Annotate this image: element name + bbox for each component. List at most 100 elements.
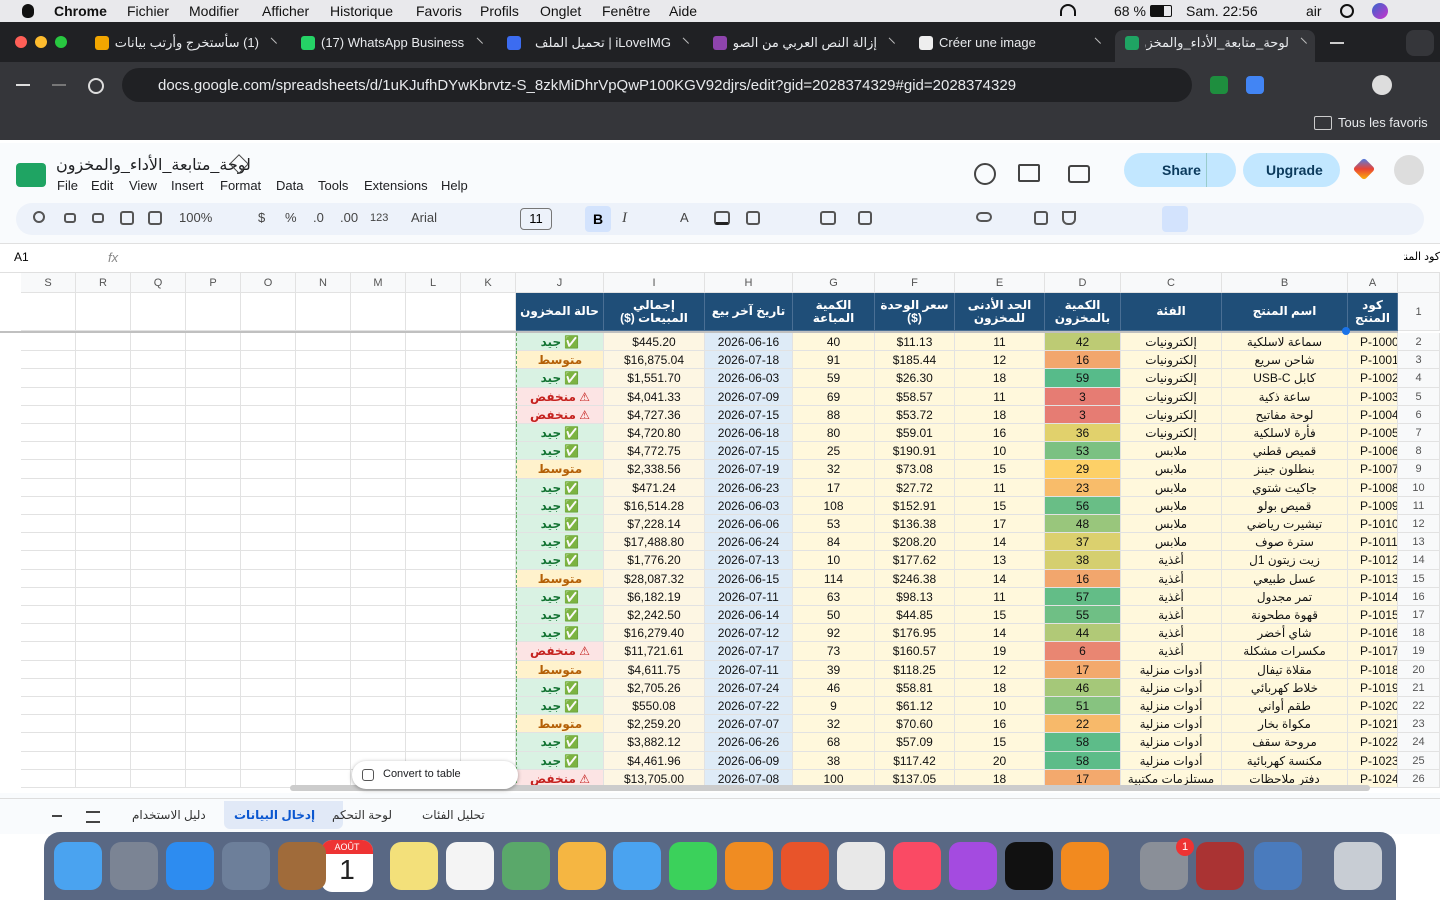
formula-content[interactable]: كود المنتج <box>1404 251 1440 263</box>
cell[interactable]: 20 <box>955 751 1045 770</box>
tab-close[interactable] <box>882 37 896 50</box>
empty-cell[interactable] <box>131 606 186 625</box>
empty-cell[interactable] <box>131 678 186 697</box>
dock-app[interactable] <box>781 842 829 890</box>
empty-cell[interactable] <box>241 442 296 461</box>
format-percent[interactable]: % <box>285 210 297 225</box>
sheet-tab[interactable]: إدخال البيانات <box>224 801 344 829</box>
sheet-tab[interactable]: لوحة التحكم <box>322 801 420 829</box>
empty-cell[interactable] <box>186 442 241 461</box>
empty-cell[interactable] <box>76 642 131 661</box>
cell[interactable]: أدوات منزلية <box>1121 660 1222 679</box>
cell[interactable]: 32 <box>793 460 875 479</box>
cell[interactable]: 59 <box>793 369 875 388</box>
empty-cell[interactable] <box>406 587 461 606</box>
browser-tab[interactable]: (17) WhatsApp Business <box>291 30 491 62</box>
row-header[interactable]: 24 <box>1398 733 1440 752</box>
cell[interactable]: 58 <box>1045 733 1121 752</box>
dock-app[interactable] <box>1061 842 1109 890</box>
empty-cell[interactable] <box>186 678 241 697</box>
empty-cell[interactable] <box>186 515 241 534</box>
column-header[interactable]: D <box>1045 273 1121 293</box>
cell[interactable]: ملابس <box>1121 478 1222 497</box>
cell[interactable]: $70.60 <box>875 715 955 734</box>
cell[interactable]: ✅ جيد <box>516 442 604 461</box>
empty-cell[interactable] <box>241 496 296 515</box>
cell[interactable]: إلكترونيات <box>1121 387 1222 406</box>
empty-cell[interactable] <box>406 460 461 479</box>
dock-app[interactable] <box>1254 842 1302 890</box>
cell[interactable]: لوحة مفاتيح <box>1222 405 1348 424</box>
doc-menu-item[interactable]: View <box>129 178 157 193</box>
cell[interactable]: 18 <box>955 369 1045 388</box>
back-button[interactable] <box>16 84 30 86</box>
empty-cell[interactable] <box>296 569 351 588</box>
empty-cell[interactable] <box>406 569 461 588</box>
empty-cell[interactable] <box>296 496 351 515</box>
empty-cell[interactable] <box>296 515 351 534</box>
cell[interactable]: ✅ جيد <box>516 369 604 388</box>
menu-item[interactable]: Fichier <box>127 3 170 19</box>
cell[interactable]: أدوات منزلية <box>1121 751 1222 770</box>
empty-cell[interactable] <box>296 678 351 697</box>
empty-cell[interactable] <box>296 442 351 461</box>
cell[interactable] <box>351 293 406 331</box>
cell[interactable]: بنطلون جينز <box>1222 460 1348 479</box>
cell[interactable]: $4,041.33 <box>604 387 705 406</box>
cell[interactable]: أغذية <box>1121 624 1222 643</box>
cell[interactable]: ✅ جيد <box>516 333 604 352</box>
cell[interactable]: أغذية <box>1121 569 1222 588</box>
cell[interactable]: P-1021 <box>1348 715 1398 734</box>
empty-cell[interactable] <box>21 606 76 625</box>
cell[interactable]: $58.57 <box>875 387 955 406</box>
cell[interactable]: $118.25 <box>875 660 955 679</box>
empty-cell[interactable] <box>21 351 76 370</box>
column-header[interactable]: B <box>1222 273 1348 293</box>
empty-cell[interactable] <box>131 496 186 515</box>
align-icon[interactable] <box>820 211 836 225</box>
cell[interactable]: 17 <box>1045 660 1121 679</box>
empty-cell[interactable] <box>241 460 296 479</box>
cell[interactable]: 14 <box>955 569 1045 588</box>
empty-cell[interactable] <box>351 715 406 734</box>
doc-menu-item[interactable]: File <box>57 178 78 193</box>
empty-cell[interactable] <box>351 496 406 515</box>
empty-cell[interactable] <box>461 387 516 406</box>
empty-cell[interactable] <box>186 405 241 424</box>
column-header[interactable]: I <box>604 273 705 293</box>
cell[interactable]: $1,551.70 <box>604 369 705 388</box>
empty-cell[interactable] <box>351 733 406 752</box>
row-header[interactable]: 4 <box>1398 369 1440 388</box>
row-header[interactable]: 22 <box>1398 697 1440 716</box>
empty-cell[interactable] <box>76 660 131 679</box>
empty-cell[interactable] <box>131 569 186 588</box>
empty-cell[interactable] <box>21 642 76 661</box>
cell[interactable]: ملابس <box>1121 442 1222 461</box>
cell[interactable]: 50 <box>793 606 875 625</box>
doc-menu-item[interactable]: Extensions <box>364 178 428 193</box>
dock-app[interactable] <box>222 842 270 890</box>
cell[interactable]: 19 <box>955 642 1045 661</box>
empty-cell[interactable] <box>131 733 186 752</box>
cell[interactable] <box>186 293 241 331</box>
empty-cell[interactable] <box>131 697 186 716</box>
search-menus-icon[interactable] <box>33 211 45 223</box>
row-header[interactable]: 6 <box>1398 405 1440 424</box>
cell[interactable]: 40 <box>793 333 875 352</box>
cell[interactable]: P-1012 <box>1348 551 1398 570</box>
column-header[interactable]: N <box>296 273 351 293</box>
cell[interactable]: ✅ جيد <box>516 533 604 552</box>
empty-cell[interactable] <box>351 551 406 570</box>
cell[interactable]: 17 <box>793 478 875 497</box>
cell[interactable]: زيت زيتون 1ل <box>1222 551 1348 570</box>
empty-cell[interactable] <box>131 533 186 552</box>
empty-cell[interactable] <box>406 624 461 643</box>
empty-cell[interactable] <box>351 660 406 679</box>
empty-cell[interactable] <box>241 769 296 788</box>
cell[interactable]: $208.20 <box>875 533 955 552</box>
empty-cell[interactable] <box>296 478 351 497</box>
empty-cell[interactable] <box>21 715 76 734</box>
cell[interactable]: $16,514.28 <box>604 496 705 515</box>
borders-icon[interactable] <box>746 211 760 225</box>
row-header[interactable]: 18 <box>1398 624 1440 643</box>
